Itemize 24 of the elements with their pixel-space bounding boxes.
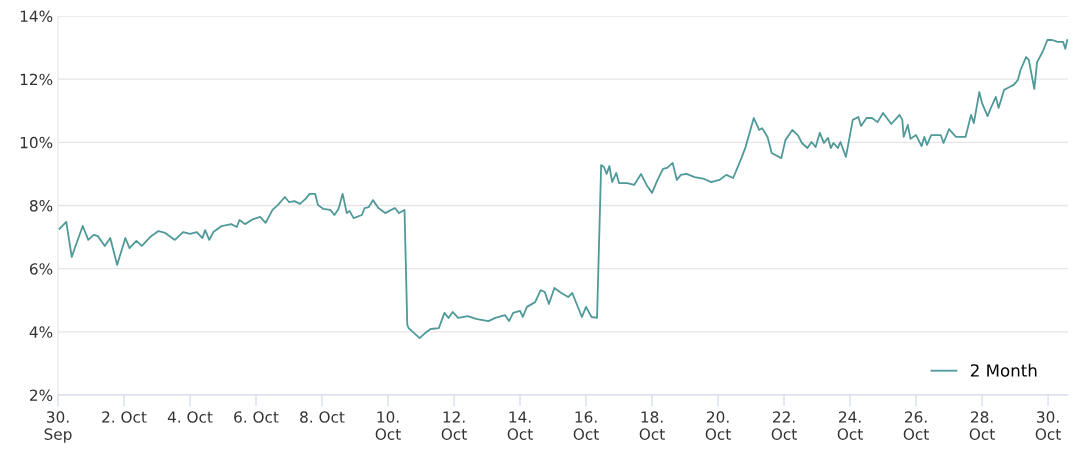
- x-tick-label: 14. Oct: [507, 411, 533, 440]
- x-tick-label: 10. Oct: [375, 411, 401, 440]
- x-tick-label: 8. Oct: [300, 411, 345, 423]
- x-tick-label: 2. Oct: [102, 411, 147, 423]
- x-tick-label: 6. Oct: [234, 411, 279, 423]
- x-tick-label: 28. Oct: [969, 411, 995, 440]
- x-tick-label: 20. Oct: [705, 411, 731, 440]
- y-tick-label: 14%: [20, 10, 53, 23]
- x-tick-label: 30. Oct: [1035, 411, 1061, 440]
- y-tick-label: 6%: [29, 263, 53, 275]
- x-tick-label: 30. Sep: [44, 411, 72, 443]
- legend-label: 2 Month: [970, 363, 1037, 377]
- y-tick-label: 10%: [20, 136, 53, 149]
- x-tick-label: 22. Oct: [771, 411, 797, 440]
- x-tick-label: 24. Oct: [837, 411, 863, 440]
- x-tick-label: 4. Oct: [167, 411, 213, 423]
- y-tick-label: 8%: [29, 199, 53, 212]
- x-tick-label: 18. Oct: [639, 411, 665, 440]
- y-tick-label: 2%: [30, 389, 53, 402]
- x-tick-label: 26. Oct: [903, 411, 929, 440]
- y-tick-label: 12%: [20, 73, 53, 86]
- y-tick-label: 4%: [29, 326, 53, 338]
- x-tick-label: 16. Oct: [573, 411, 599, 440]
- x-tick-label: 12. Oct: [441, 411, 467, 440]
